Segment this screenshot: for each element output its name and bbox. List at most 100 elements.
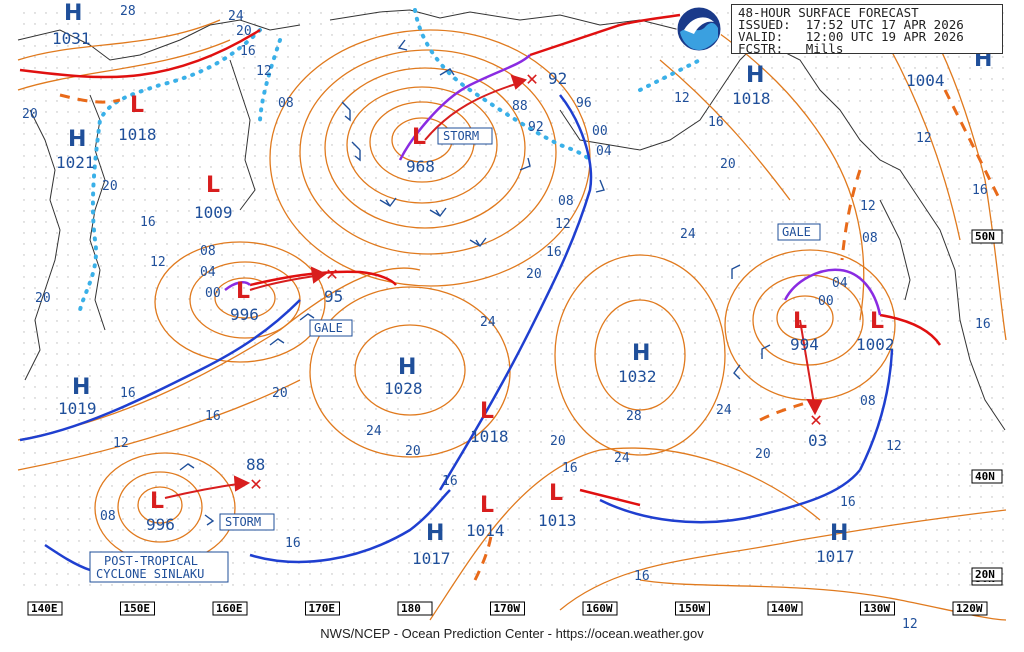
lon-label-box	[490, 601, 525, 616]
svg-text:16: 16	[442, 474, 458, 489]
coastlines	[17, 9, 1006, 431]
svg-text:POST-TROPICAL: POST-TROPICAL	[104, 554, 198, 568]
svg-text:20: 20	[272, 386, 288, 401]
svg-text:STORM: STORM	[225, 515, 261, 529]
svg-text:12: 12	[256, 64, 272, 79]
header-title: 48-HOUR SURFACE FORECAST	[738, 5, 919, 20]
svg-text:1018: 1018	[470, 427, 509, 446]
svg-text:L: L	[412, 125, 426, 150]
svg-text:04: 04	[596, 144, 612, 159]
lat-label-box	[971, 567, 1003, 582]
svg-text:1021: 1021	[56, 153, 95, 172]
motion-arrows	[164, 74, 823, 499]
svg-text:L: L	[206, 173, 220, 198]
svg-text:16: 16	[972, 183, 988, 198]
lon-label: 140W	[771, 602, 798, 615]
svg-text:GALE: GALE	[314, 321, 343, 335]
forecast-position: ✕ 95	[324, 261, 343, 306]
svg-text:12: 12	[902, 617, 918, 632]
ice-edge	[78, 8, 702, 312]
svg-text:L: L	[480, 493, 494, 518]
svg-text:1013: 1013	[538, 511, 577, 530]
svg-text:1018: 1018	[732, 89, 771, 108]
svg-text:08: 08	[200, 244, 216, 259]
svg-text:16: 16	[562, 461, 578, 476]
svg-text:968: 968	[406, 157, 435, 176]
svg-text:16: 16	[205, 409, 221, 424]
svg-text:1017: 1017	[412, 549, 451, 568]
svg-text:✕: ✕	[810, 407, 822, 431]
svg-text:16: 16	[546, 245, 562, 260]
svg-text:96: 96	[576, 96, 592, 111]
svg-text:20: 20	[236, 24, 252, 39]
svg-text:994: 994	[790, 335, 819, 354]
storm-label: STORM	[437, 127, 493, 145]
svg-text:1028: 1028	[384, 379, 423, 398]
svg-text:✕: ✕	[526, 66, 538, 90]
svg-text:20: 20	[550, 434, 566, 449]
lat-label: 20N	[975, 568, 995, 581]
lon-label: 160E	[216, 602, 243, 615]
isobar-labels: 28 24 20 16 12 08 20 20 16 12 08 04 00 2…	[22, 4, 991, 632]
svg-text:L: L	[793, 309, 807, 334]
svg-text:08: 08	[100, 509, 116, 524]
lon-label: 180	[401, 602, 421, 615]
lat-label-box	[971, 229, 1003, 244]
svg-text:1017: 1017	[816, 547, 855, 566]
svg-text:1032: 1032	[618, 367, 657, 386]
lon-labels: 140E 150E 160E 170E 180 170W 160W 150W 140W 130W 1…	[27, 601, 988, 616]
lon-label: 170W	[494, 602, 521, 615]
svg-text:00: 00	[818, 294, 834, 309]
svg-text:996: 996	[146, 515, 175, 534]
svg-text:04: 04	[832, 276, 848, 291]
lon-label: 140E	[31, 602, 58, 615]
svg-text:996: 996	[230, 305, 259, 324]
svg-text:20: 20	[526, 267, 542, 282]
low-center: L 1013	[538, 481, 577, 530]
lat-labels: 50N40N30N20N	[971, 229, 1003, 586]
svg-text:H: H	[632, 341, 650, 366]
svg-text:20: 20	[755, 447, 771, 462]
low-center: L 1009	[194, 173, 233, 222]
svg-text:✕: ✕	[326, 261, 338, 285]
svg-text:L: L	[480, 399, 494, 424]
svg-text:20: 20	[102, 179, 118, 194]
issued-label: ISSUED:	[738, 17, 791, 32]
forecaster-label: FCSTR:	[738, 41, 784, 56]
lon-label: 150E	[124, 602, 151, 615]
lon-label-box	[582, 601, 618, 616]
svg-text:12: 12	[860, 199, 876, 214]
low-center: L 1018	[470, 399, 509, 446]
svg-text:12: 12	[674, 91, 690, 106]
svg-text:24: 24	[680, 227, 696, 242]
lat-label: 50N	[975, 230, 995, 243]
gale-label: GALE	[309, 319, 353, 337]
svg-text:H: H	[72, 375, 90, 400]
svg-text:H: H	[64, 1, 82, 26]
svg-text:H: H	[426, 521, 444, 546]
valid-label: VALID:	[738, 29, 784, 44]
high-center: H 1017	[412, 521, 451, 568]
low-center: L 1014	[466, 493, 505, 540]
svg-text:88: 88	[246, 455, 265, 474]
svg-text:08: 08	[278, 96, 294, 111]
svg-text:1014: 1014	[466, 521, 505, 540]
svg-text:12: 12	[916, 131, 932, 146]
svg-text:✕: ✕	[250, 471, 262, 495]
forecaster-value: Mills	[805, 41, 844, 56]
svg-text:CYCLONE SINLAKU: CYCLONE SINLAKU	[96, 567, 204, 581]
forecast-position: ✕03	[808, 407, 827, 450]
lon-label: 150W	[679, 602, 706, 615]
low-center: L 968	[406, 125, 435, 176]
svg-text:H: H	[830, 521, 848, 546]
svg-text:20: 20	[22, 107, 38, 122]
noaa-logo-icon	[676, 6, 722, 52]
lon-label-box	[767, 601, 803, 616]
lon-label-box	[952, 601, 988, 616]
